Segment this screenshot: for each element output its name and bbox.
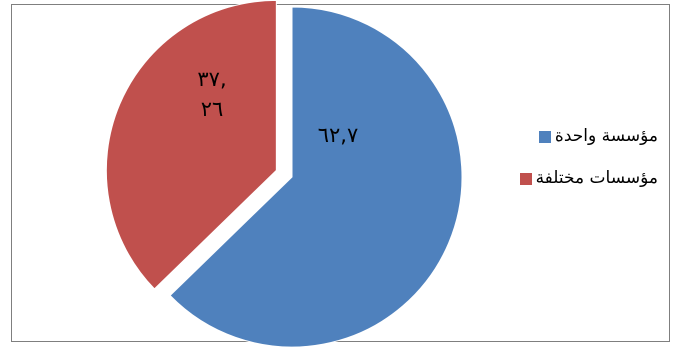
legend-label-different-institutions: مؤسسات مختلفة — [535, 168, 658, 188]
legend: مؤسسة واحدة مؤسسات مختلفة — [468, 126, 658, 210]
legend-item-different-institutions: مؤسسات مختلفة — [468, 168, 658, 190]
pie-slice-one-institution — [169, 6, 463, 348]
legend-swatch-one-institution — [538, 131, 551, 143]
legend-label-one-institution: مؤسسة واحدة — [554, 126, 658, 146]
pie-slice-different-institutions — [105, 0, 277, 290]
legend-swatch-different-institutions — [519, 173, 532, 185]
legend-item-one-institution: مؤسسة واحدة — [468, 126, 658, 148]
data-label-one-institution: ٦٢,٧ — [318, 123, 359, 147]
data-label-different-institutions-line2: ٢٦ — [201, 97, 224, 121]
data-label-different-institutions-line1: ٣٧, — [197, 67, 226, 91]
